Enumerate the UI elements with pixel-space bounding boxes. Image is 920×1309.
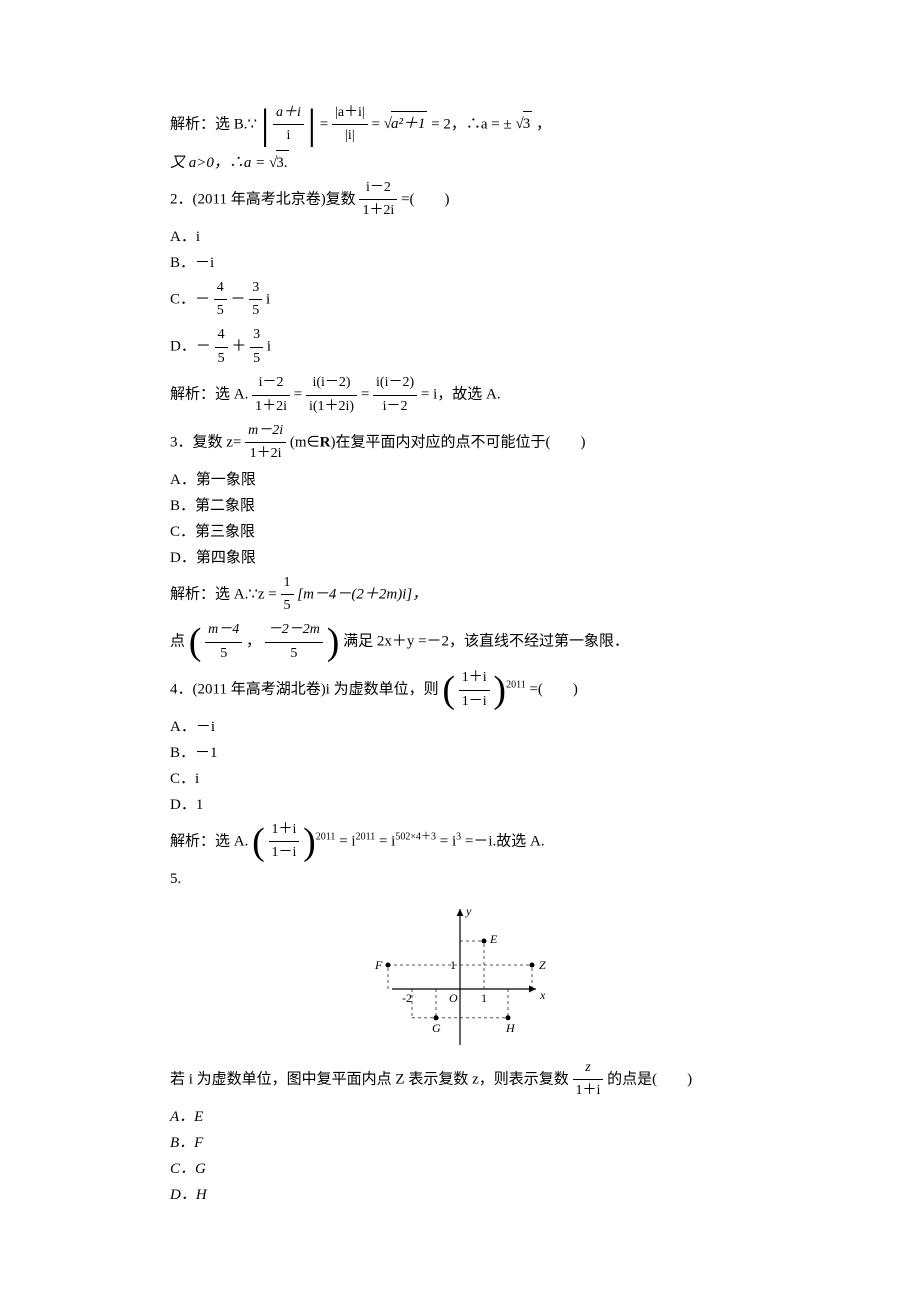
paren-right-icon: ) [303,827,316,857]
q4-option-c: C．i [170,767,750,791]
q5-option-d: D．H [170,1183,750,1207]
abs-bar-right: | [308,107,316,143]
svg-text:E: E [489,932,498,946]
q5-option-c: C．G [170,1157,750,1181]
fraction: a＋i i [273,102,304,148]
svg-text:O: O [449,991,458,1005]
svg-text:1: 1 [481,991,487,1005]
svg-text:y: y [465,904,472,918]
q2-solution: 解析：选 A. i－21＋2i = i(i－2)i(1＋2i) = i(i－2)… [170,372,750,418]
svg-text:-2: -2 [402,991,412,1005]
q1-solution-line2: 又 a>0，∴a = 3. [170,150,750,175]
q5-option-a: A．E [170,1105,750,1129]
q4-stem: 4．(2011 年高考湖北卷)i 为虚数单位，则 ( 1＋i1－i )2011 … [170,667,750,713]
q3-stem: 3．复数 z= m－2i1＋2i (m∈R)在复平面内对应的点不可能位于( ) [170,420,750,466]
q4-option-b: B．－1 [170,741,750,765]
svg-text:H: H [505,1021,516,1035]
svg-text:F: F [374,958,383,972]
q2-option-d: D．－ 45 ＋ 35 i [170,324,750,370]
svg-text:G: G [432,1021,441,1035]
complex-plane-diagram: x y O -2 1 1 E Z F G H [360,899,560,1049]
text: 解析：选 B.∵ [170,116,257,132]
svg-text:1: 1 [450,958,456,972]
q5-option-b: B．F [170,1131,750,1155]
q2-option-b: B．－i [170,251,750,275]
q3-option-b: B．第二象限 [170,494,750,518]
paren-left-icon: ( [189,627,202,657]
q3-option-d: D．第四象限 [170,546,750,570]
q3-option-a: A．第一象限 [170,468,750,492]
q3-solution-2: 点 ( m－45 ， －2－2m5 ) 满足 2x＋y =－2，该直线不经过第一… [170,619,750,665]
q4-option-d: D．1 [170,793,750,817]
paren-left-icon: ( [252,827,265,857]
q1-solution: 解析：选 B.∵ | a＋i i | = |a＋i| |i| = a²＋1 = … [170,102,750,148]
svg-text:Z: Z [539,958,546,972]
svg-text:x: x [539,988,546,1002]
q4-solution: 解析：选 A. ( 1＋i1－i )2011 = i2011 = i502×4＋… [170,819,750,865]
fraction: i－2 1＋2i [359,177,397,223]
q2-stem: 2．(2011 年高考北京卷)复数 i－2 1＋2i =( ) [170,177,750,223]
paren-right-icon: ) [327,627,340,657]
abs-bar-left: | [261,107,269,143]
q2-option-c: C．－ 45 － 35 i [170,277,750,323]
q3-solution-1: 解析：选 A.∵z = 15 [m－4－(2＋2m)i]， [170,572,750,618]
paren-left-icon: ( [442,675,455,705]
fraction: |a＋i| |i| [332,102,368,148]
paren-right-icon: ) [493,675,506,705]
q5-label: 5. [170,867,750,891]
q4-option-a: A．－i [170,715,750,739]
q2-option-a: A．i [170,225,750,249]
q5-stem: 若 i 为虚数单位，图中复平面内点 Z 表示复数 z，则表示复数 z1＋i 的点… [170,1057,750,1103]
q3-option-c: C．第三象限 [170,520,750,544]
